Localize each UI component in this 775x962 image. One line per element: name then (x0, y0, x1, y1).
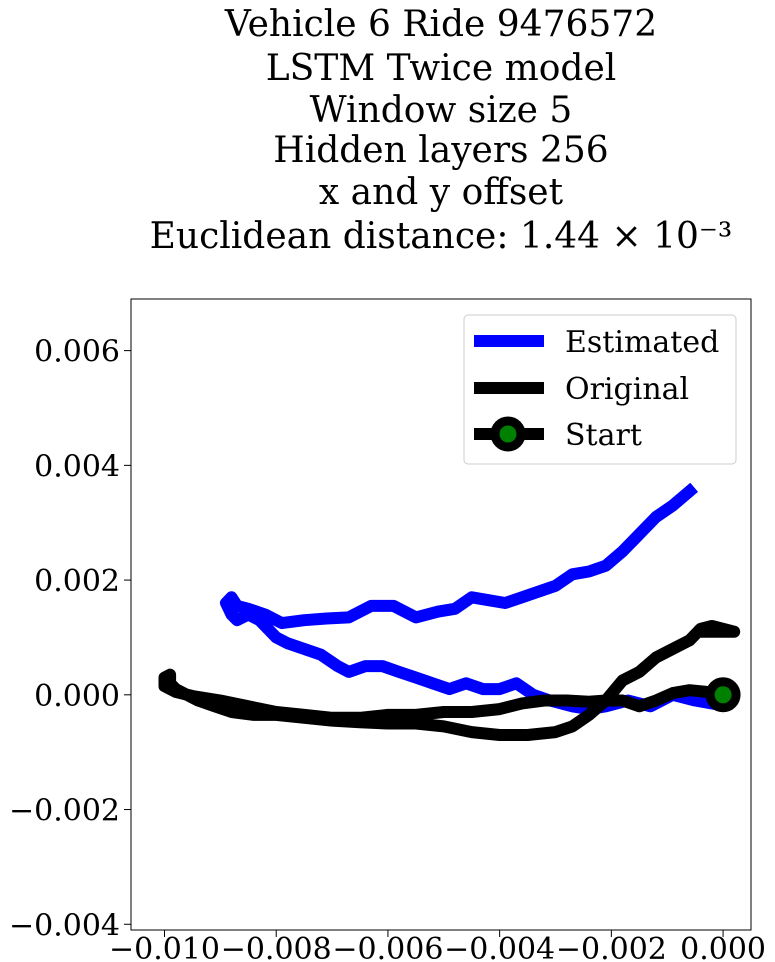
legend-label-original: Original (565, 372, 689, 407)
x-tick-label: −0.002 (556, 932, 667, 962)
title-line-2: LSTM Twice model (266, 48, 617, 89)
y-tick-label: 0.006 (34, 335, 120, 370)
title-line-1: Vehicle 6 Ride 9476572 (224, 4, 657, 45)
y-tick-label: 0.002 (34, 564, 120, 599)
series-line-estimated (220, 482, 719, 716)
start-marker-group (705, 677, 741, 713)
y-tick-label: −0.004 (9, 908, 120, 943)
y-tick-label: 0.004 (34, 449, 120, 484)
legend-label-start: Start (565, 418, 642, 453)
title-line-3: Window size 5 (310, 90, 573, 131)
y-tick-label: −0.002 (9, 794, 120, 829)
plot-area-frame (130, 298, 752, 931)
y-axis-ticks: −0.004 −0.002 0.000 0.002 0.004 0.006 (9, 335, 131, 943)
series-line-original (158, 620, 741, 741)
x-tick-label: −0.004 (444, 932, 555, 962)
x-tick-label: −0.006 (332, 932, 443, 962)
legend-box (463, 314, 737, 465)
legend-start-marker (490, 416, 526, 452)
legend: Estimated Original Start (463, 314, 737, 465)
legend-label-estimated: Estimated (565, 325, 719, 360)
title-line-6: Euclidean distance: 1.44 × 10⁻³ (150, 216, 733, 257)
x-tick-label: −0.008 (221, 932, 332, 962)
x-tick-label: 0.000 (680, 932, 766, 962)
x-tick-label: −0.010 (109, 932, 220, 962)
series-group (158, 482, 741, 741)
y-tick-label: 0.000 (34, 679, 120, 714)
title-line-5: x and y offset (319, 172, 564, 213)
title-line-4: Hidden layers 256 (273, 130, 608, 171)
start-marker (705, 677, 741, 713)
x-axis-ticks: −0.010 −0.008 −0.006 −0.004 −0.002 0.000 (109, 930, 766, 962)
